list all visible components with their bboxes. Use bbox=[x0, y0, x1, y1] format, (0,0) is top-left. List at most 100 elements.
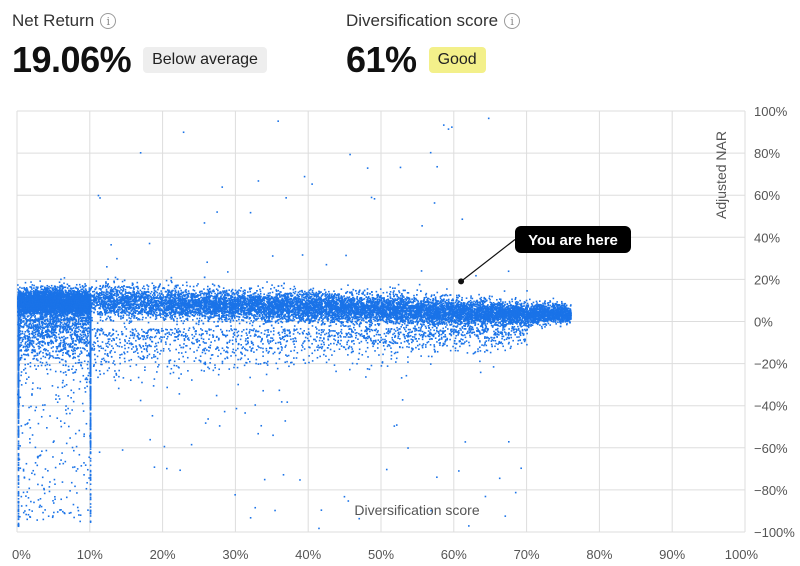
scatter-point bbox=[75, 301, 78, 303]
scatter-point bbox=[29, 365, 32, 368]
info-icon[interactable]: i bbox=[504, 13, 521, 29]
scatter-point bbox=[45, 290, 47, 293]
scatter-point bbox=[35, 286, 38, 288]
scatter-point bbox=[77, 312, 79, 315]
scatter-point bbox=[40, 311, 43, 314]
scatter-point bbox=[85, 302, 88, 304]
scatter-point bbox=[27, 305, 30, 308]
scatter-point bbox=[19, 290, 22, 293]
scatter-point bbox=[27, 376, 30, 378]
diversification-label-row: Diversification score i bbox=[346, 10, 521, 32]
scatter-point bbox=[32, 342, 35, 344]
scatter-point bbox=[85, 289, 88, 292]
scatter-point bbox=[71, 342, 74, 344]
scatter-point bbox=[55, 287, 58, 290]
scatter-point bbox=[60, 314, 62, 317]
scatter-point bbox=[66, 283, 69, 286]
scatter-point bbox=[26, 299, 29, 302]
scatter-point bbox=[56, 314, 59, 317]
scatter-point bbox=[25, 354, 28, 356]
scatter-point bbox=[69, 295, 72, 298]
scatter-point bbox=[60, 278, 62, 281]
scatter-point bbox=[71, 333, 74, 336]
scatter-point bbox=[41, 362, 44, 364]
scatter-point bbox=[52, 289, 55, 291]
scatter-point bbox=[67, 311, 69, 314]
scatter-point bbox=[32, 324, 35, 326]
scatter-point bbox=[30, 306, 33, 308]
net-return-metric: Net Return i 19.06% Below average bbox=[12, 10, 267, 80]
scatter-point bbox=[24, 294, 26, 296]
scatter-point bbox=[20, 354, 23, 357]
scatter-point bbox=[49, 336, 51, 339]
scatter-point bbox=[84, 288, 87, 290]
scatter-point bbox=[85, 295, 87, 298]
scatter-point bbox=[84, 290, 86, 293]
scatter-point bbox=[35, 298, 38, 300]
scatter-point bbox=[81, 312, 84, 314]
chart-grid bbox=[16, 110, 746, 533]
scatter-point bbox=[31, 290, 33, 293]
scatter-point bbox=[23, 369, 25, 371]
scatter-point bbox=[74, 339, 77, 342]
scatter-point bbox=[26, 315, 29, 317]
scatter-point bbox=[23, 307, 26, 310]
scatter-point bbox=[77, 339, 80, 341]
scatter-point bbox=[60, 339, 62, 342]
scatter-point bbox=[73, 316, 76, 319]
scatter-point bbox=[34, 302, 36, 305]
scatter-point bbox=[75, 368, 78, 371]
scatter-point bbox=[36, 307, 39, 310]
scatter-point bbox=[59, 321, 62, 324]
scatter-point bbox=[55, 288, 57, 291]
scatter-point bbox=[69, 318, 71, 320]
scatter-point bbox=[63, 335, 65, 338]
scatter-point bbox=[45, 295, 48, 298]
scatter-point bbox=[83, 295, 85, 297]
scatter-point bbox=[29, 314, 32, 316]
scatter-point bbox=[31, 336, 34, 339]
scatter-point bbox=[24, 297, 27, 300]
net-return-label: Net Return bbox=[12, 11, 94, 31]
scatter-point bbox=[62, 313, 64, 316]
scatter-point bbox=[80, 288, 83, 291]
scatter-point bbox=[70, 311, 72, 313]
scatter-point bbox=[76, 314, 79, 316]
scatter-point bbox=[84, 306, 87, 308]
scatter-point bbox=[76, 309, 79, 311]
scatter-point bbox=[81, 288, 84, 290]
scatter-point bbox=[57, 311, 60, 313]
scatter-point bbox=[65, 311, 68, 313]
scatter-point bbox=[59, 299, 61, 301]
scatter-point bbox=[64, 310, 67, 313]
scatter-point bbox=[36, 338, 38, 340]
info-icon[interactable]: i bbox=[100, 13, 117, 29]
scatter-point bbox=[24, 288, 27, 290]
scatter-point bbox=[71, 307, 74, 310]
scatter-point bbox=[73, 292, 75, 294]
scatter-point bbox=[31, 284, 34, 286]
scatter-point bbox=[45, 314, 48, 317]
scatter-point bbox=[23, 311, 25, 313]
scatter-point bbox=[85, 284, 87, 287]
scatter-point bbox=[71, 312, 74, 314]
scatter-point bbox=[49, 316, 52, 319]
scatter-point bbox=[49, 293, 51, 295]
scatter-point bbox=[83, 360, 86, 363]
scatter-point bbox=[28, 295, 31, 298]
scatter-point bbox=[71, 288, 73, 290]
scatter-point bbox=[17, 288, 19, 290]
scatter-point bbox=[59, 284, 61, 287]
scatter-point bbox=[79, 329, 82, 332]
diversification-value: 61% bbox=[346, 40, 417, 80]
scatter-point bbox=[20, 293, 22, 296]
scatter-point bbox=[37, 300, 39, 303]
scatter-point bbox=[52, 299, 54, 302]
scatter-point bbox=[23, 292, 26, 295]
scatter-point bbox=[31, 312, 34, 315]
scatter-point bbox=[39, 295, 42, 298]
scatter-point bbox=[49, 300, 52, 303]
scatter-point bbox=[29, 303, 32, 305]
scatter-point bbox=[33, 287, 35, 289]
scatter-point bbox=[63, 296, 66, 298]
